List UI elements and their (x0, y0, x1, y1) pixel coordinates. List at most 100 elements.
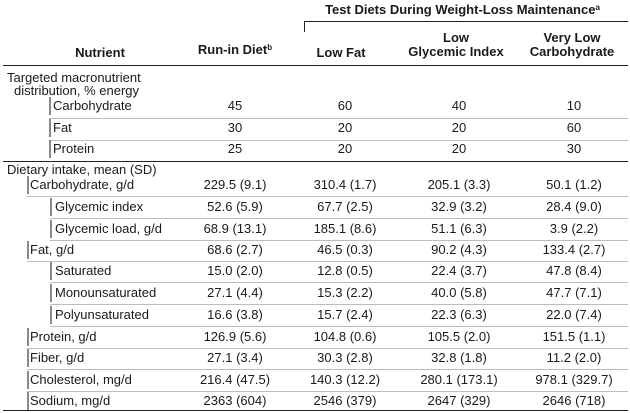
value-cell: 216.4 (47.5) (199, 372, 271, 387)
bottom-rule (3, 410, 628, 411)
value-cell: 15.0 (2.0) (207, 263, 263, 278)
value-cell: 310.4 (1.7) (313, 177, 377, 192)
indent-bar (27, 371, 29, 389)
value-cell: 2363 (604) (203, 393, 267, 408)
row-divider (49, 140, 628, 141)
value-cell: 30.3 (2.8) (317, 350, 373, 365)
value-cell: 15.7 (2.4) (317, 307, 373, 322)
row-label: Carbohydrate, g/d (30, 177, 135, 192)
header-rule (3, 65, 628, 66)
value-cell: 30 (566, 141, 582, 156)
indent-bar (49, 97, 51, 115)
section-rule (3, 161, 628, 162)
indent-bar (50, 284, 52, 302)
row-divider (50, 218, 628, 219)
value-cell: 47.8 (8.4) (546, 263, 602, 278)
value-cell: 11.2 (2.0) (546, 350, 602, 365)
value-cell: 12.8 (0.5) (317, 263, 373, 278)
value-cell: 20 (451, 141, 467, 156)
row-divider (50, 282, 628, 283)
value-cell: 20 (337, 141, 353, 156)
col-header-lgi: Low Glycemic Index (408, 30, 504, 59)
value-cell: 27.1 (3.4) (207, 350, 263, 365)
value-cell: 50.1 (1.2) (546, 177, 602, 192)
value-cell: 104.8 (0.6) (313, 329, 377, 344)
value-cell: 20 (451, 120, 467, 135)
row-divider (27, 348, 628, 349)
value-cell: 32.8 (1.8) (431, 350, 487, 365)
value-cell: 40.0 (5.8) (431, 285, 487, 300)
row-label: Polyunsaturated (55, 307, 149, 322)
row-label: Saturated (55, 263, 112, 278)
row-label: Protein (53, 141, 95, 156)
value-cell: 2647 (329) (427, 393, 491, 408)
row-divider (27, 261, 628, 262)
value-cell: 32.9 (3.2) (431, 199, 487, 214)
row-label: Carbohydrate (53, 98, 132, 113)
row-label: Fat, g/d (30, 242, 75, 257)
value-cell: 46.5 (0.3) (317, 242, 373, 257)
row-divider (50, 304, 628, 305)
indent-bar (49, 140, 51, 158)
value-cell: 185.1 (8.6) (313, 221, 377, 236)
value-cell: 229.5 (9.1) (203, 177, 267, 192)
indent-bar (50, 262, 52, 280)
row-label: Fiber, g/d (30, 350, 85, 365)
value-cell: 22.4 (3.7) (431, 263, 487, 278)
group-bracket-top (304, 21, 628, 22)
value-cell: 25 (227, 141, 243, 156)
value-cell: 16.6 (3.8) (207, 307, 263, 322)
value-cell: 126.9 (5.6) (203, 329, 267, 344)
value-cell: 10 (566, 98, 582, 113)
value-cell: 20 (337, 120, 353, 135)
value-cell: 68.9 (13.1) (203, 221, 267, 236)
value-cell: 133.4 (2.7) (542, 242, 606, 257)
value-cell: 60 (566, 120, 582, 135)
indent-bar (27, 392, 29, 410)
indent-bar (27, 349, 29, 367)
value-cell: 140.3 (12.2) (309, 372, 381, 387)
indent-bar (50, 198, 52, 216)
row-divider (27, 391, 628, 392)
indent-bar (49, 119, 51, 137)
value-cell: 22.3 (6.3) (431, 307, 487, 322)
section1-title-2: distribution, % energy (14, 83, 140, 98)
group-title: Test Diets During Weight-Loss Maintenanc… (325, 2, 600, 17)
value-cell: 2646 (718) (542, 393, 606, 408)
row-label: Glycemic load, g/d (55, 221, 162, 236)
indent-bar (27, 328, 29, 346)
value-cell: 205.1 (3.3) (427, 177, 491, 192)
row-label: Glycemic index (55, 199, 144, 214)
row-divider (27, 369, 628, 370)
value-cell: 51.1 (6.3) (431, 221, 487, 236)
value-cell: 40 (451, 98, 467, 113)
value-cell: 28.4 (9.0) (546, 199, 602, 214)
col-header-vlc: Very Low Carbohydrate (529, 30, 615, 59)
value-cell: 105.5 (2.0) (427, 329, 491, 344)
indent-bar (50, 306, 52, 324)
value-cell: 978.1 (329.7) (535, 372, 613, 387)
value-cell: 2546 (379) (313, 393, 377, 408)
value-cell: 151.5 (1.1) (542, 329, 606, 344)
group-bracket-left (304, 21, 305, 32)
value-cell: 280.1 (173.1) (420, 372, 498, 387)
value-cell: 30 (227, 120, 243, 135)
value-cell: 67.7 (2.5) (317, 199, 373, 214)
indent-bar (27, 241, 29, 259)
value-cell: 60 (337, 98, 353, 113)
value-cell: 52.6 (5.9) (207, 199, 263, 214)
section2-title: Dietary intake, mean (SD) (7, 162, 157, 177)
value-cell: 22.0 (7.4) (546, 307, 602, 322)
row-label: Monounsaturated (55, 285, 157, 300)
value-cell: 47.7 (7.1) (546, 285, 602, 300)
row-divider (49, 118, 628, 119)
row-label: Fat (53, 120, 72, 135)
indent-bar (50, 220, 52, 238)
row-divider (50, 240, 628, 241)
col-header-runin: Run-in Dietb (197, 42, 273, 57)
col-header-lowfat: Low Fat (316, 45, 366, 60)
row-label: Sodium, mg/d (30, 393, 111, 408)
value-cell: 90.2 (4.3) (431, 242, 487, 257)
section1-title-1: Targeted macronutrient (7, 70, 141, 85)
